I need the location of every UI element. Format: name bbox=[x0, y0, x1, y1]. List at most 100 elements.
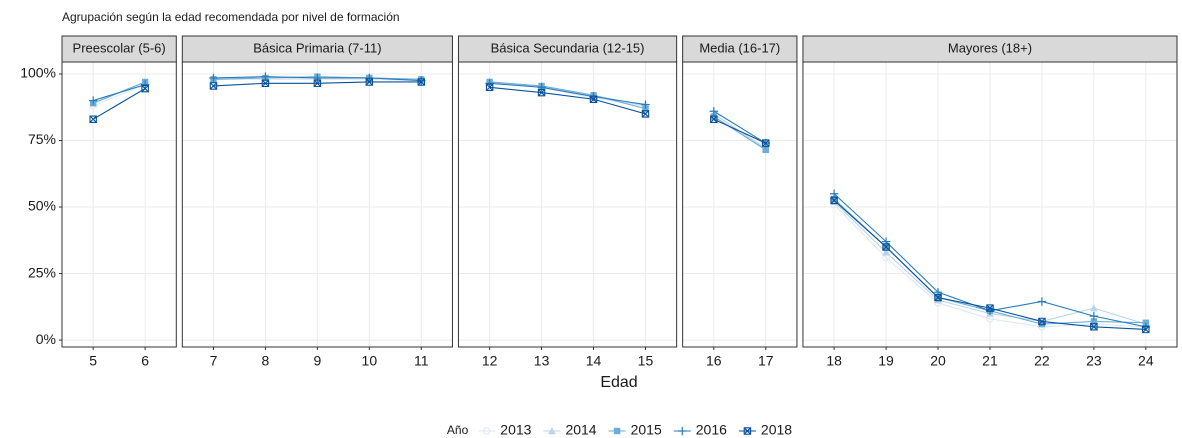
legend-key-marker bbox=[548, 427, 556, 435]
point-part bbox=[537, 83, 546, 92]
point-part bbox=[881, 237, 891, 246]
chart-title: Agrupación según la edad recomendada por… bbox=[62, 10, 400, 24]
facet-strip bbox=[61, 35, 177, 63]
point-part bbox=[209, 73, 218, 83]
legend-label: 2018 bbox=[761, 422, 792, 438]
point bbox=[613, 427, 621, 435]
legend-key-marker bbox=[743, 427, 752, 435]
point bbox=[1090, 323, 1098, 331]
x-tick-label: 22 bbox=[1034, 353, 1050, 369]
facet: Básica Secundaria (12-15) 12 13 14 15 bbox=[457, 35, 678, 369]
point-part bbox=[1089, 311, 1099, 321]
legend-key-marker bbox=[678, 426, 687, 436]
point-part bbox=[548, 427, 556, 435]
facet-title: Preescolar (5-6) bbox=[73, 40, 166, 55]
point bbox=[483, 427, 491, 435]
point bbox=[209, 73, 218, 83]
x-tick-label: 13 bbox=[534, 353, 550, 369]
y-tick-label: 100% bbox=[20, 65, 56, 81]
point bbox=[1037, 297, 1047, 306]
point bbox=[762, 139, 770, 147]
point-part bbox=[589, 95, 598, 104]
point bbox=[537, 83, 546, 92]
point bbox=[1090, 304, 1098, 312]
legend-label: 2016 bbox=[696, 422, 727, 438]
point bbox=[313, 73, 322, 83]
point-part bbox=[88, 96, 98, 105]
point bbox=[641, 110, 650, 118]
point bbox=[986, 304, 994, 312]
point bbox=[743, 427, 752, 435]
point-part bbox=[365, 73, 374, 83]
x-tick-label: 14 bbox=[586, 353, 602, 369]
point bbox=[934, 293, 942, 302]
point bbox=[140, 80, 150, 89]
x-tick-label: 7 bbox=[210, 353, 218, 369]
x-tick-label: 23 bbox=[1086, 353, 1102, 369]
x-tick-label: 16 bbox=[706, 353, 722, 369]
point-part bbox=[933, 287, 943, 297]
point-part bbox=[1142, 325, 1150, 334]
line bbox=[713, 118, 767, 144]
y-tick-label: 50% bbox=[28, 198, 56, 214]
point-part bbox=[986, 304, 994, 312]
legend-label: 2015 bbox=[631, 422, 662, 438]
facet: Básica Primaria (7-11) 7 8 9 10 11 bbox=[181, 35, 453, 369]
point-part bbox=[882, 248, 890, 256]
point bbox=[88, 96, 98, 105]
point-part bbox=[1090, 304, 1098, 312]
point-part bbox=[829, 189, 839, 198]
point-part bbox=[313, 79, 322, 88]
point bbox=[830, 195, 838, 203]
point-part bbox=[830, 196, 838, 205]
legend-label: 2014 bbox=[565, 422, 596, 438]
point bbox=[762, 146, 769, 154]
facet-strip bbox=[682, 35, 798, 63]
facet-title: Media (16-17) bbox=[699, 40, 780, 55]
legend-key-marker bbox=[613, 427, 621, 435]
point-part bbox=[209, 82, 218, 90]
point-part bbox=[485, 83, 494, 92]
x-tick-label: 6 bbox=[141, 353, 149, 369]
point-part bbox=[710, 115, 718, 123]
point bbox=[313, 79, 322, 88]
legend: Año 2013 2014 2015 2016 2018 bbox=[447, 422, 792, 438]
facet-strip bbox=[457, 35, 678, 63]
point bbox=[417, 78, 426, 86]
point bbox=[261, 79, 270, 88]
point bbox=[829, 189, 839, 198]
panel-border bbox=[682, 61, 798, 348]
point bbox=[678, 426, 687, 436]
point-part bbox=[709, 107, 719, 116]
point-part bbox=[641, 100, 650, 109]
x-tick-label: 15 bbox=[638, 353, 654, 369]
point-part bbox=[1038, 317, 1046, 326]
point bbox=[365, 78, 374, 86]
point bbox=[1089, 311, 1099, 321]
point bbox=[548, 427, 556, 435]
point-part bbox=[1037, 297, 1047, 306]
x-tick-label: 17 bbox=[758, 353, 774, 369]
point bbox=[537, 88, 546, 97]
point-part bbox=[1090, 323, 1098, 331]
point bbox=[261, 72, 270, 81]
point-part bbox=[483, 427, 491, 435]
panel-border bbox=[457, 61, 678, 348]
x-tick-label: 8 bbox=[262, 353, 270, 369]
x-tick-label: 21 bbox=[982, 353, 998, 369]
point bbox=[882, 243, 890, 251]
panel-border bbox=[61, 61, 177, 348]
point bbox=[641, 100, 650, 109]
point-part bbox=[485, 79, 494, 88]
point bbox=[881, 237, 891, 246]
point bbox=[710, 115, 718, 123]
facet-title: Básica Secundaria (12-15) bbox=[491, 40, 645, 55]
x-tick-label: 9 bbox=[313, 353, 321, 369]
legend-label: 2013 bbox=[500, 422, 531, 438]
point-part bbox=[365, 78, 374, 86]
y-tick-label: 25% bbox=[28, 264, 56, 280]
point-part bbox=[537, 88, 546, 97]
x-tick-label: 12 bbox=[482, 353, 498, 369]
point bbox=[589, 95, 598, 104]
line bbox=[713, 116, 767, 151]
